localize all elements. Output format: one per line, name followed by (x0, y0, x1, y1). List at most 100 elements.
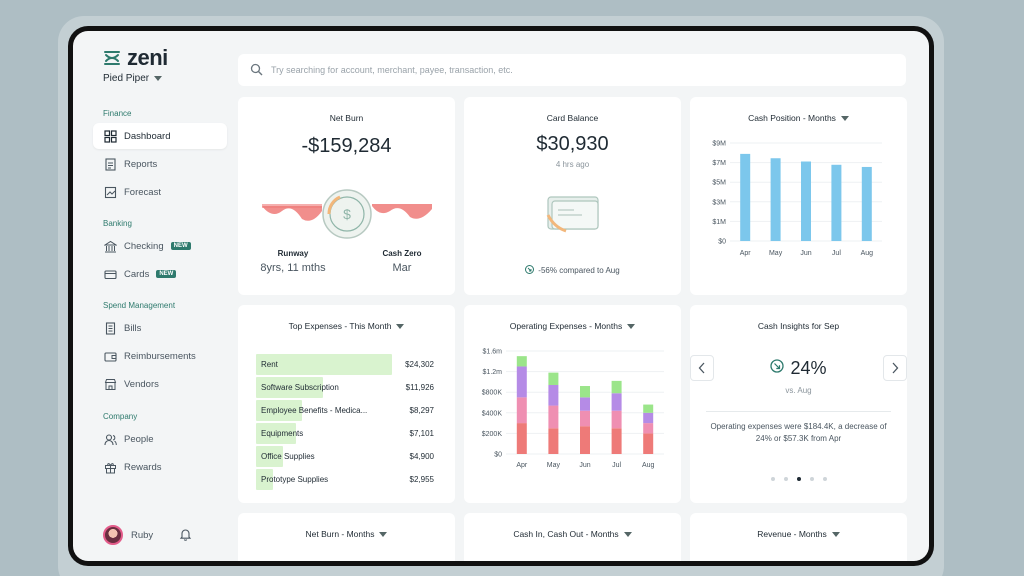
bar[interactable] (801, 161, 811, 241)
card-balance-comparison: -56% compared to Aug (464, 265, 681, 276)
stack-segment[interactable] (548, 384, 559, 406)
card-title[interactable]: Cash In, Cash Out - Months (464, 529, 681, 539)
carousel-dot[interactable] (822, 477, 827, 481)
carousel-dot[interactable] (809, 477, 814, 481)
brand-name: zeni (127, 45, 168, 70)
card-title[interactable]: Operating Expenses - Months (464, 321, 681, 331)
expense-bar (256, 423, 296, 444)
expense-row[interactable]: Office Supplies $4,900 (256, 446, 434, 467)
expense-value: $2,955 (409, 475, 434, 484)
cash-position-card[interactable]: Cash Position - Months $0 $1M $3M $5M $7M $9M… (690, 97, 907, 295)
bell-icon[interactable] (179, 527, 192, 544)
trend-down-icon (525, 265, 535, 276)
stack-segment[interactable] (580, 397, 590, 411)
sidebar-item-reimbursements[interactable]: Reimbursements (93, 343, 227, 369)
card-title[interactable]: Net Burn - Months (238, 529, 455, 539)
runway-block: Runway 8yrs, 11 mths (260, 249, 326, 274)
net-burn-months-card[interactable]: Net Burn - Months (238, 513, 455, 561)
stack-segment[interactable] (580, 426, 590, 454)
expense-row[interactable]: Equipments $7,101 (256, 423, 434, 444)
expense-name: Equipments (261, 429, 304, 438)
bar[interactable] (740, 153, 751, 241)
expense-row[interactable]: Software Subscription $11,926 (256, 377, 434, 398)
carousel-dot[interactable] (770, 477, 775, 481)
y-tick-label: $400K (482, 410, 503, 417)
y-tick-label: $1.6m (483, 349, 503, 356)
sidebar-item-bills[interactable]: Bills (93, 315, 227, 341)
logo[interactable]: zeni (103, 45, 168, 71)
sidebar-item-label: Forecast (124, 186, 161, 198)
card-title[interactable]: Revenue - Months (690, 529, 907, 539)
card-title[interactable]: Cash Position - Months (690, 113, 907, 123)
sidebar-item-checking[interactable]: Checking NEW (93, 233, 227, 259)
stack-segment[interactable] (611, 380, 622, 394)
stack-segment[interactable] (611, 428, 622, 454)
sidebar-item-forecast[interactable]: Forecast (93, 179, 227, 205)
stack-segment[interactable] (548, 428, 559, 454)
stack-segment[interactable] (643, 412, 654, 424)
revenue-months-title: Revenue - Months (757, 529, 827, 539)
company-switcher[interactable]: Pied Piper (103, 73, 163, 84)
stack-segment[interactable] (611, 393, 622, 411)
sidebar-item-reports[interactable]: Reports (93, 151, 227, 177)
card-title[interactable]: Top Expenses - This Month (238, 321, 455, 331)
operating-expenses-chart: $0 $200K $400K $800K $1.2m $1.6m Apr May Jun Jul A… (482, 349, 664, 469)
cash-insights-card[interactable]: Cash Insights for Sep 24% vs. Aug Operat… (690, 305, 907, 503)
stack-segment[interactable] (516, 423, 527, 454)
expense-row[interactable]: Rent $24,302 (256, 354, 434, 375)
search-bar[interactable] (238, 54, 906, 86)
reports-icon (103, 157, 117, 171)
avatar (103, 525, 123, 545)
y-tick-label: $9M (712, 141, 726, 148)
sidebar-item-dashboard[interactable]: Dashboard (93, 123, 227, 149)
stack-segment[interactable] (580, 410, 590, 427)
chevron-down-icon (379, 531, 388, 537)
stack-segment[interactable] (611, 410, 622, 429)
prev-insight-button[interactable] (690, 355, 714, 381)
carousel-dot[interactable] (783, 477, 788, 481)
net-burn-months-title: Net Burn - Months (305, 529, 375, 539)
chevron-down-icon (831, 531, 840, 537)
stack-segment[interactable] (516, 397, 527, 424)
y-tick-label: $1M (712, 219, 726, 226)
stack-segment[interactable] (643, 404, 654, 413)
sidebar-item-vendors[interactable]: Vendors (93, 371, 227, 397)
sidebar-item-label: Reports (124, 158, 158, 170)
expense-value: $4,900 (409, 452, 434, 461)
chevron-down-icon (627, 323, 636, 329)
expense-row[interactable]: Employee Benefits - Medica... $8,297 (256, 400, 434, 421)
sidebar-item-cards[interactable]: Cards NEW (93, 261, 227, 287)
bar[interactable] (770, 158, 781, 241)
net-burn-card[interactable]: Net Burn -$159,284 $ Runway 8yrs, 11 mth… (238, 97, 455, 295)
stack-segment[interactable] (548, 405, 559, 429)
sidebar-item-label: Reimbursements (124, 350, 196, 362)
stack-segment[interactable] (516, 356, 527, 367)
bill-icon (103, 321, 117, 335)
company-name: Pied Piper (103, 73, 150, 84)
divider (706, 411, 891, 412)
sidebar-item-people[interactable]: People (93, 426, 227, 452)
card-title: Net Burn (238, 113, 455, 123)
search-icon (250, 63, 263, 78)
card-balance-card[interactable]: Card Balance $30,930 4 hrs ago -56% comp… (464, 97, 681, 295)
gift-icon (103, 460, 117, 474)
stack-segment[interactable] (643, 423, 654, 434)
stack-segment[interactable] (548, 372, 559, 385)
stack-segment[interactable] (580, 386, 590, 398)
user-profile[interactable]: Ruby (103, 525, 192, 545)
cash-in-out-card[interactable]: Cash In, Cash Out - Months (464, 513, 681, 561)
operating-expenses-card[interactable]: Operating Expenses - Months $0 $200K $400K… (464, 305, 681, 503)
y-tick-label: $800K (482, 390, 503, 397)
next-insight-button[interactable] (883, 355, 907, 381)
stack-segment[interactable] (516, 366, 527, 398)
search-input[interactable] (271, 65, 871, 75)
top-expenses-card[interactable]: Top Expenses - This Month Rent $24,302 Sof… (238, 305, 455, 503)
stack-segment[interactable] (643, 433, 654, 454)
carousel-dot[interactable] (796, 477, 801, 481)
revenue-months-card[interactable]: Revenue - Months (690, 513, 907, 561)
sidebar-item-rewards[interactable]: Rewards (93, 454, 227, 480)
bar[interactable] (831, 164, 842, 241)
bar[interactable] (861, 166, 872, 241)
cash-insights-title: Cash Insights for Sep (757, 321, 840, 331)
expense-row[interactable]: Prototype Supplies $2,955 (256, 469, 434, 490)
